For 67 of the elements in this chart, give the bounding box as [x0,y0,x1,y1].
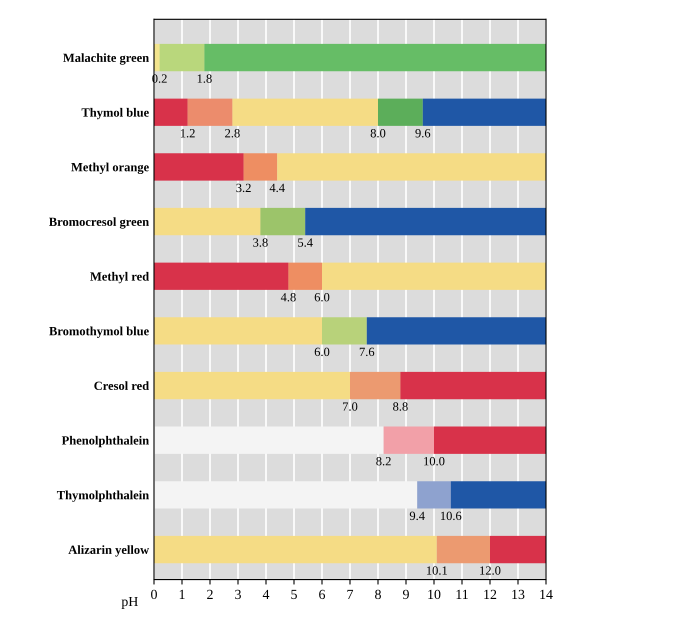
bar [436,536,490,564]
annotation: 6.0 [314,348,330,356]
bar [204,44,546,72]
bar [154,208,260,236]
bar [188,98,232,126]
bar [244,153,278,181]
annotation: 10.1 [426,566,447,575]
annotation: 3.2 [236,184,251,192]
y-tick-label: Bromothymol blue [49,326,149,338]
annotation: 8.0 [370,129,386,138]
annotation: 6.0 [314,292,330,302]
bar [422,98,546,126]
bar [154,317,322,345]
annotation: 3.8 [253,238,268,247]
x-tick-label: 8 [375,590,381,600]
y-tick-label: Alizarin yellow [68,545,150,557]
x-tick-label: 3 [235,590,241,600]
x-tick-label: 2 [207,590,213,599]
annotation: 4.4 [270,184,285,192]
x-tick-label: 11 [456,590,468,599]
bar [490,536,546,564]
annotation: 10.0 [424,456,444,466]
x-tick-label: 0 [151,590,157,600]
y-tick-label: Methyl orange [71,162,149,174]
bar [400,372,546,400]
x-tick-label: 1 [180,590,185,599]
annotation: 4.8 [280,292,296,302]
y-tick-label: Thymolphthalein [56,490,149,502]
annotation: 5.4 [298,238,313,247]
bar [288,262,322,290]
bar [260,208,306,236]
annotation: 1.2 [180,129,195,138]
x-axis-title: pH [122,596,138,610]
bar [434,426,546,454]
annotation: 12.0 [480,566,500,575]
x-tick-label: 12 [484,590,496,599]
y-tick-label: Methyl red [90,272,149,284]
x-tick-label: 10 [428,590,440,600]
bar [154,536,437,564]
x-tick-label: 14 [540,590,553,599]
annotation: 2.8 [225,129,240,138]
bar [160,44,204,72]
x-tick-label: 9 [402,590,409,600]
annotation: 1.8 [198,74,212,83]
bar [154,372,350,400]
x-tick-label: 7 [347,590,354,599]
annotation: 9.6 [415,129,430,138]
x-tick-label: 5 [291,590,297,600]
bar [384,426,434,454]
x-tick-label: 4 [262,590,270,599]
y-tick-label: Bromocresol green [48,217,149,229]
bar [417,481,451,509]
annotation: 8.8 [393,402,408,411]
annotation: 8.2 [376,456,391,466]
annotation: 7.0 [343,402,358,411]
y-tick-label: Cresol red [94,381,149,390]
y-tick-label: Thymol blue [82,108,149,120]
annotation: 7.6 [360,348,374,356]
x-tick-label: 13 [512,590,524,600]
annotation: 10.6 [440,512,462,520]
bar [350,372,400,400]
bar [378,98,423,126]
y-tick-label: Malachite green [63,53,149,65]
annotation: 9.4 [410,512,425,520]
x-tick-label: 6 [319,590,326,600]
y-tick-label: Phenolphthalein [62,436,149,448]
bar [322,317,367,345]
